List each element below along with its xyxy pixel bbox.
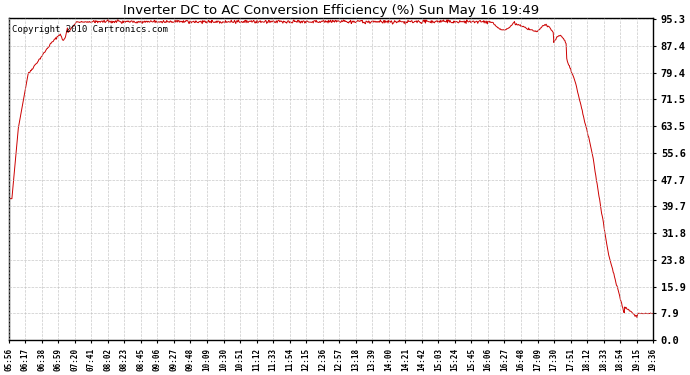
Title: Inverter DC to AC Conversion Efficiency (%) Sun May 16 19:49: Inverter DC to AC Conversion Efficiency … [123, 4, 539, 17]
Text: Copyright 2010 Cartronics.com: Copyright 2010 Cartronics.com [12, 25, 168, 34]
